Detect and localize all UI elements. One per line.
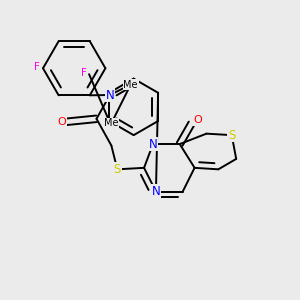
Text: F: F xyxy=(34,62,39,72)
Text: F: F xyxy=(81,68,87,78)
Text: S: S xyxy=(228,129,236,142)
Text: N: N xyxy=(152,185,160,198)
Text: N: N xyxy=(106,88,114,101)
Text: O: O xyxy=(57,117,66,127)
Text: N: N xyxy=(148,138,157,151)
Text: O: O xyxy=(193,115,202,125)
Text: Me: Me xyxy=(104,118,118,128)
Text: Me: Me xyxy=(123,80,138,90)
Text: S: S xyxy=(114,163,121,176)
